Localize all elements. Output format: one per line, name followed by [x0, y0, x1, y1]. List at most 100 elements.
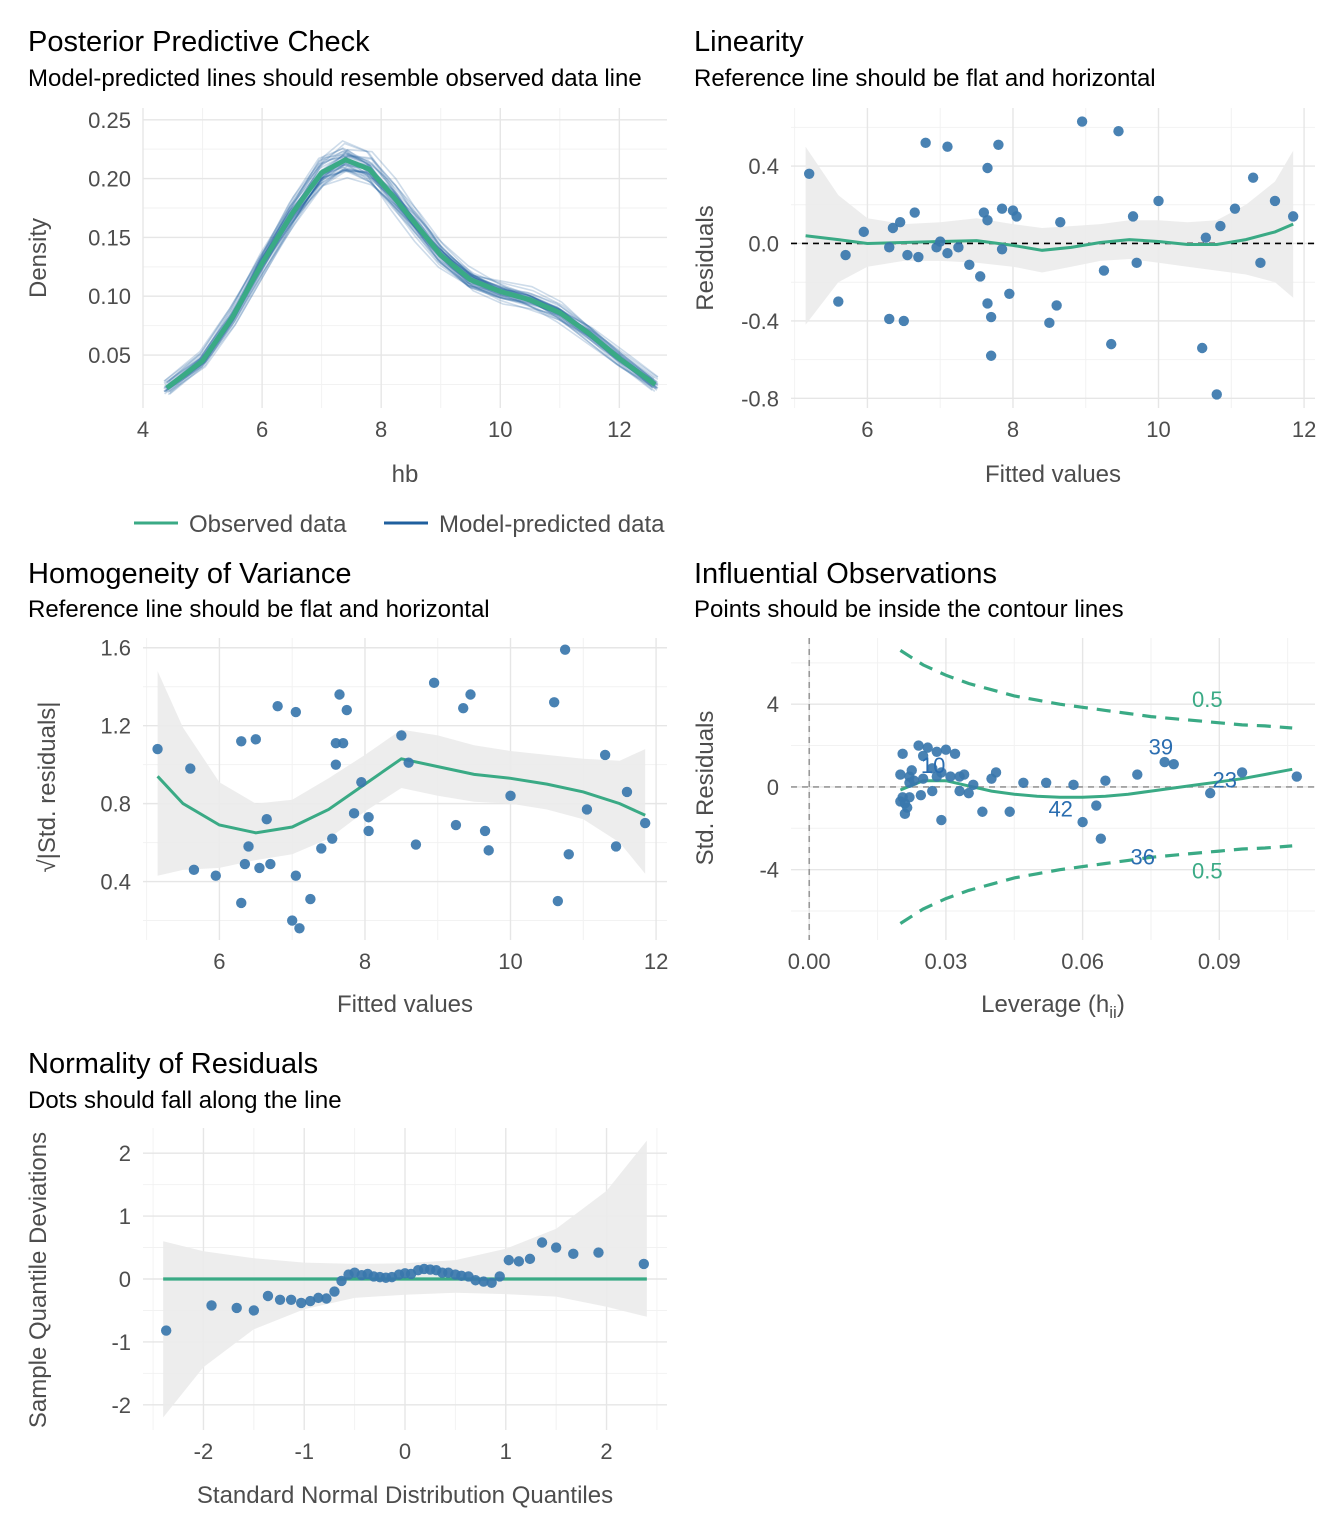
ppc-y-tick-label: 0.20 — [88, 167, 131, 192]
influential-point — [917, 773, 929, 784]
linearity-point — [913, 251, 924, 263]
ppc-title: Posterior Predictive Check — [28, 26, 370, 58]
linearity-point — [1269, 195, 1281, 207]
linearity-point — [1215, 220, 1226, 232]
influential-x-label: Leverage (hii) — [981, 991, 1125, 1022]
ppc-predicted-line — [168, 154, 659, 393]
homogeneity-point — [621, 786, 633, 798]
influential-point-label: 39 — [1149, 735, 1173, 760]
ppc-x-tick-label: 10 — [488, 417, 512, 442]
linearity-point — [920, 137, 931, 149]
linearity-point — [1196, 342, 1208, 354]
influential-subtitle: Points should be inside the contour line… — [694, 596, 1124, 623]
homogeneity-point — [290, 870, 302, 881]
influential-point-label: 36 — [1130, 844, 1154, 869]
influential-contour-lower — [899, 844, 1293, 925]
linearity-point — [840, 249, 851, 261]
linearity-point — [1004, 288, 1015, 300]
homogeneity-point — [188, 864, 200, 876]
influential-y-tick-label: 4 — [767, 692, 779, 717]
influential-point-label: 23 — [1212, 768, 1236, 793]
linearity-point — [996, 203, 1008, 214]
ppc-predicted-line — [169, 156, 659, 395]
ppc-predicted-line — [163, 166, 654, 393]
linearity-point — [982, 298, 993, 309]
qq-x-label: Standard Normal Distribution Quantiles — [197, 1482, 613, 1509]
homogeneity-point — [272, 700, 283, 712]
influential-contour-label: 0.5 — [1192, 687, 1223, 712]
homogeneity-point — [458, 702, 469, 714]
qq-point — [296, 1297, 307, 1309]
linearity-point — [858, 226, 869, 238]
influential-x-tick-label: 0.00 — [788, 949, 831, 974]
qq-y-tick-label: 2 — [119, 1141, 131, 1166]
qq-point — [486, 1277, 497, 1288]
influential-point — [936, 814, 947, 826]
homogeneity-point — [563, 849, 574, 860]
homogeneity-point — [305, 893, 316, 905]
qq-y-tick-label: -2 — [111, 1393, 131, 1418]
influential-point — [1205, 787, 1216, 799]
linearity-point — [982, 162, 993, 174]
influential-y-tick-label: -4 — [759, 858, 779, 883]
ppc-predicted-line — [164, 166, 654, 389]
linearity-point — [1200, 232, 1212, 243]
influential-point — [1091, 800, 1102, 811]
qq-y-label: Sample Quantile Deviations — [25, 1132, 52, 1428]
ppc-y-tick-label: 0.10 — [88, 284, 131, 309]
ppc-predicted-line — [168, 158, 658, 390]
influential-point — [927, 763, 938, 774]
qq-point — [638, 1258, 650, 1270]
influential-point — [1159, 756, 1170, 768]
linearity-y-tick-label: 0.0 — [748, 231, 779, 256]
homogeneity-point — [581, 804, 593, 815]
homogeneity-point — [396, 730, 407, 741]
influential-point — [1291, 771, 1302, 782]
influential-contour-label: 0.5 — [1192, 859, 1223, 884]
linearity-x-tick-label: 6 — [861, 417, 873, 442]
homogeneity-point — [341, 704, 352, 716]
influential-point — [1100, 775, 1111, 786]
homogeneity-y-tick-label: 0.8 — [100, 792, 131, 817]
influential-point — [1236, 767, 1248, 778]
ppc-legend: Observed data Model-predicted data — [134, 511, 665, 538]
qq-point — [329, 1286, 340, 1297]
linearity-point — [1044, 317, 1055, 329]
linearity-title: Linearity — [694, 26, 804, 58]
legend-predicted-label: Model-predicted data — [439, 511, 665, 538]
qq-y-tick-label: 0 — [119, 1267, 131, 1292]
linearity-point — [1255, 257, 1266, 269]
influential-point — [1068, 779, 1079, 791]
linearity-point — [953, 242, 964, 253]
qq-point — [494, 1271, 505, 1282]
influential-y-label: Std. Residuals — [692, 711, 719, 866]
influential-point — [906, 765, 917, 776]
leverage-label-subscript: ii — [1109, 1003, 1117, 1022]
linearity-subtitle: Reference line should be flat and horizo… — [694, 65, 1156, 92]
ppc-x-tick-label: 8 — [375, 417, 387, 442]
linearity-point — [884, 313, 895, 325]
homogeneity-title: Homogeneity of Variance — [28, 558, 351, 590]
homogeneity-point — [428, 677, 440, 689]
influential-point — [940, 744, 952, 755]
homogeneity-point — [610, 841, 622, 852]
panel-linearity: Linearity Reference line should be flat … — [692, 26, 1316, 488]
influential-smooth-line — [899, 767, 1293, 799]
homogeneity-point — [250, 734, 262, 745]
qq-x-tick-label: 1 — [500, 1439, 512, 1464]
homogeneity-point — [559, 644, 571, 655]
homogeneity-point — [239, 858, 251, 870]
linearity-point — [978, 207, 990, 218]
linearity-point — [964, 259, 975, 270]
panel-qq: Normality of Residuals Dots should fall … — [25, 1048, 667, 1509]
homogeneity-point — [243, 841, 254, 852]
homogeneity-point — [185, 763, 196, 774]
qq-y-tick-label: -1 — [111, 1330, 131, 1355]
influential-point — [895, 796, 906, 807]
homogeneity-point — [327, 833, 338, 844]
influential-point — [913, 740, 924, 751]
linearity-point — [1076, 116, 1088, 127]
linearity-point — [975, 271, 986, 282]
homogeneity-point — [286, 915, 298, 926]
linearity-point — [1098, 265, 1110, 276]
